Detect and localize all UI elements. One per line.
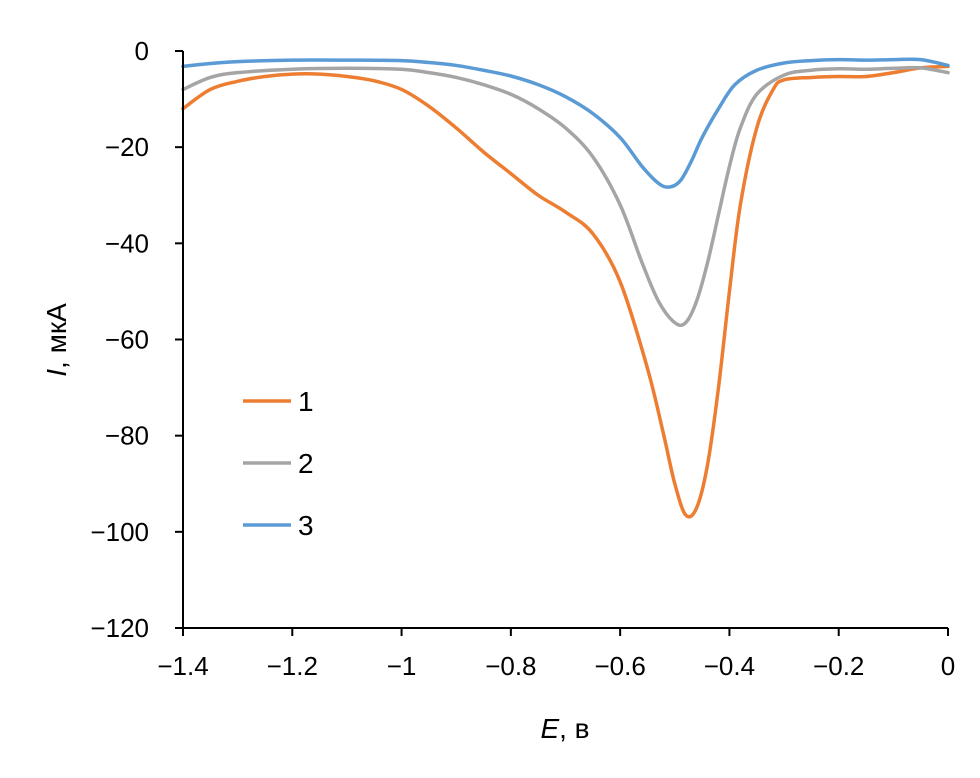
y-tick-label: −120 [90, 613, 149, 643]
x-tick-label: −1 [387, 651, 417, 681]
y-tick-label: −80 [105, 421, 149, 451]
x-tick-label: −0.2 [813, 651, 864, 681]
x-tick-label: −1.2 [267, 651, 318, 681]
x-tick-label: 0 [941, 651, 955, 681]
y-tick-label: −20 [105, 132, 149, 162]
axes-group: 0 −20 −40 −60 −80 −100 −120 −1.4 −1.2 −1 −0.8 −0.6 −… [90, 36, 955, 681]
x-axis-unit: , в [559, 713, 589, 744]
y-axis-title: I, мкА [41, 303, 72, 377]
y-tick-label: −60 [105, 325, 149, 355]
series-3-line [181, 57, 950, 189]
y-tick-label: −40 [105, 228, 149, 258]
x-axis-variable: E [540, 713, 559, 744]
series-group [181, 57, 950, 519]
y-tick-label: −100 [90, 517, 149, 547]
legend: 1 2 3 [243, 386, 314, 541]
series-1-line [181, 64, 950, 519]
legend-label-3: 3 [298, 510, 314, 541]
y-tick-label: 0 [135, 36, 149, 66]
x-tick-label: −1.4 [157, 651, 208, 681]
x-axis-title: E, в [540, 713, 589, 744]
series-2-line [181, 65, 950, 328]
x-tick-label: −0.8 [485, 651, 536, 681]
legend-label-1: 1 [298, 386, 314, 417]
legend-label-2: 2 [298, 448, 314, 479]
y-axis-unit: , мкА [41, 303, 72, 369]
y-axis-variable: I [41, 369, 72, 377]
x-tick-label: −0.4 [704, 651, 755, 681]
x-tick-label: −0.6 [594, 651, 645, 681]
